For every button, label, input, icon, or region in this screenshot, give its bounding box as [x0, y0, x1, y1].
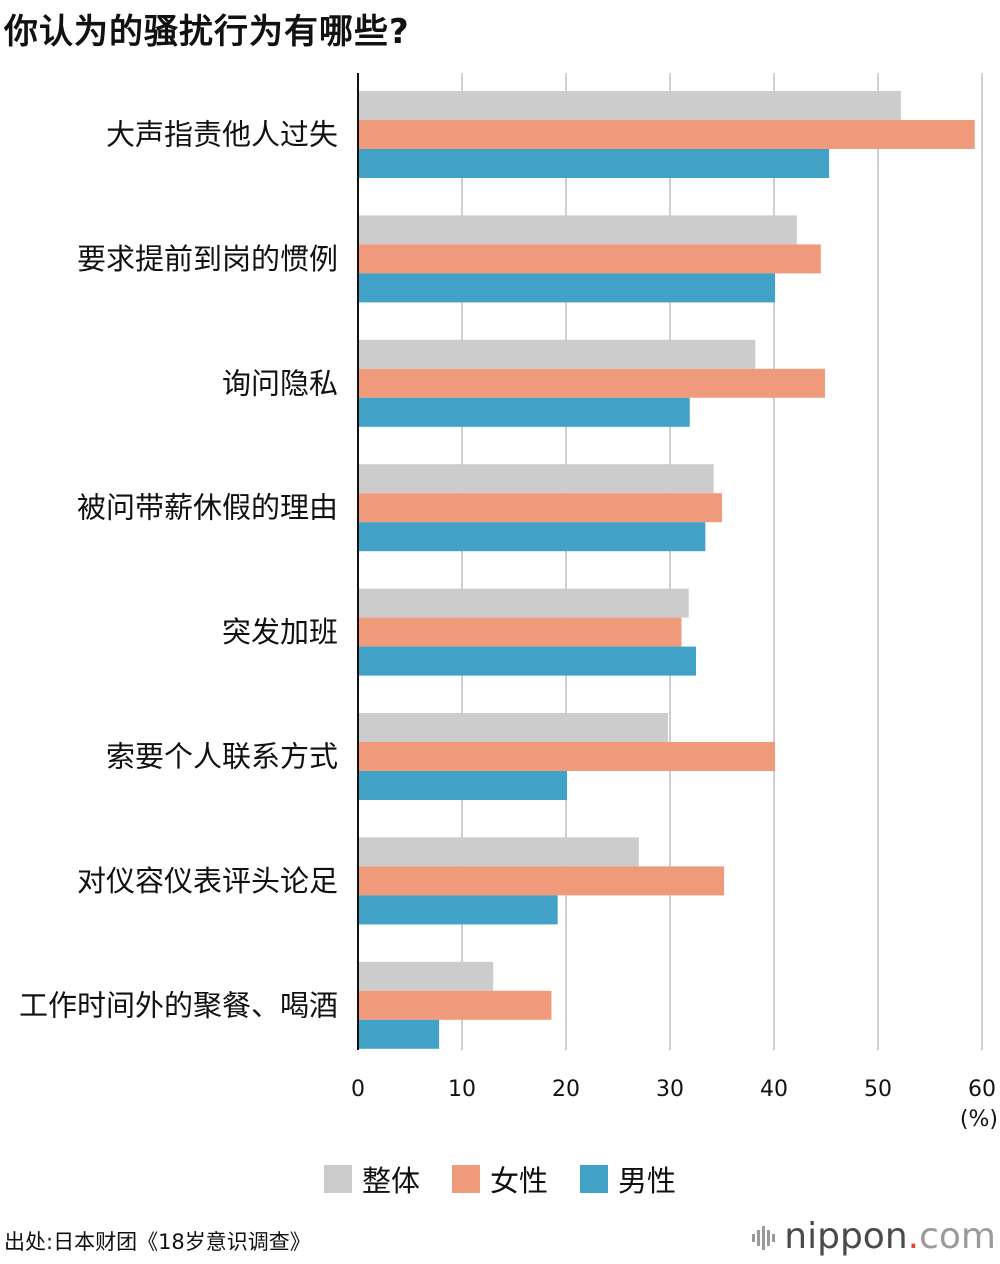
legend-item-overall: 整体 [323, 1158, 420, 1200]
bar-male [358, 273, 776, 303]
bar-male [358, 149, 830, 178]
x-tick-label: 40 [760, 1077, 788, 1102]
x-tick-label: 60 [968, 1077, 996, 1102]
x-tick-label: 30 [656, 1077, 684, 1102]
bar-overall [358, 588, 689, 618]
bar-overall [358, 91, 901, 120]
bar-overall [358, 961, 494, 991]
bar-male [358, 646, 696, 676]
bar-female [358, 990, 552, 1020]
bar-male [358, 1019, 440, 1049]
category-label: 要求提前到岗的惯例 [77, 242, 338, 276]
legend-label: 男性 [618, 1164, 677, 1198]
bar-male [358, 771, 568, 800]
bar-female [358, 368, 825, 398]
chart-title: 你认为的骚扰行为有哪些? [4, 12, 410, 52]
brand-dot: . [907, 1216, 920, 1257]
bar-overall [358, 215, 797, 245]
legend-label: 女性 [489, 1164, 548, 1198]
category-label: 被问带薪休假的理由 [77, 491, 338, 525]
bar-female [358, 617, 682, 647]
legend-item-male: 男性 [580, 1158, 676, 1200]
category-label: 询问隐私 [222, 366, 338, 400]
bar-male [358, 397, 690, 427]
brand-main: nippon [784, 1216, 908, 1257]
brand-logo: nippon.com [752, 1216, 996, 1257]
legend-swatch [323, 1165, 352, 1193]
bar-female [358, 120, 975, 149]
legend: 整体 女性 男性 [0, 1158, 1000, 1200]
category-label: 对仪容仪表评头论足 [77, 864, 338, 898]
category-label: 突发加班 [222, 615, 338, 649]
bar-chart: 大声指责他人过失要求提前到岗的惯例询问隐私被问带薪休假的理由突发加班索要个人联系… [19, 73, 998, 1132]
legend-item-female: 女性 [451, 1158, 548, 1200]
brand-suffix: com [919, 1216, 996, 1257]
source-note: 出处:日本财团《18岁意识调查》 [4, 1230, 311, 1254]
x-tick-label: 20 [552, 1077, 580, 1102]
category-label: 工作时间外的聚餐、喝酒 [19, 988, 338, 1022]
x-tick-label: 10 [448, 1077, 476, 1102]
bar-female [358, 866, 725, 896]
bar-overall [358, 837, 639, 867]
x-tick-label: 0 [351, 1077, 365, 1102]
bar-male [358, 522, 706, 552]
bar-female [358, 244, 821, 274]
category-label: 索要个人联系方式 [106, 740, 338, 774]
x-unit-label: (%) [960, 1107, 998, 1132]
x-tick-label: 50 [864, 1077, 892, 1102]
legend-swatch [580, 1165, 608, 1193]
bar-female [358, 742, 776, 771]
category-label: 大声指责他人过失 [106, 118, 338, 152]
bar-overall [358, 713, 668, 742]
legend-swatch [451, 1165, 480, 1193]
bar-overall [358, 464, 714, 494]
bar-female [358, 493, 722, 523]
bar-overall [358, 339, 756, 369]
legend-label: 整体 [361, 1164, 420, 1198]
brand-mark-icon [752, 1226, 776, 1250]
bar-male [358, 895, 558, 925]
